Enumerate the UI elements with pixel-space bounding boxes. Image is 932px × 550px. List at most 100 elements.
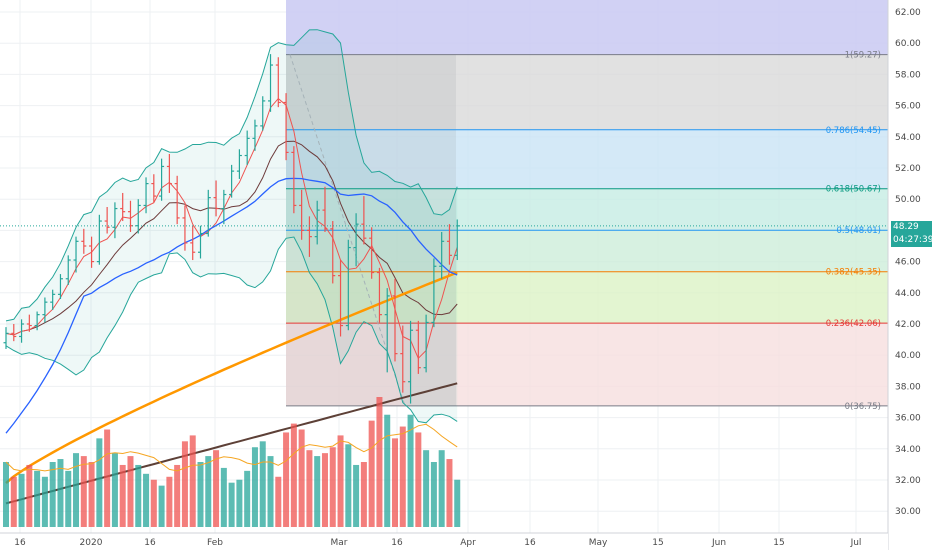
ohlc-bar xyxy=(65,255,71,285)
volume-bar xyxy=(267,456,274,527)
ohlc-bar xyxy=(244,130,250,165)
lower-band-line xyxy=(5,236,458,424)
volume-bar xyxy=(298,429,305,527)
ohlc-bar xyxy=(34,311,40,331)
ohlc-bar xyxy=(50,289,56,310)
fibonacci-retracement[interactable]: 1(59.27) 0.786(54.45) 0.618(50.67) 0.5(48.0… xyxy=(286,0,888,412)
ohlc-bar xyxy=(57,274,63,300)
ohlc-bar xyxy=(11,324,17,342)
ohlc-bar xyxy=(275,57,281,108)
price-tick-label: 58.00 xyxy=(895,70,921,80)
ohlc-bar xyxy=(400,325,406,393)
volume-bars xyxy=(3,397,461,527)
ohlc-bar xyxy=(415,320,421,374)
last-price-label: 48.29 xyxy=(891,221,932,234)
volume-bar xyxy=(205,456,212,527)
ohlc-bar xyxy=(283,93,289,161)
ohlc-bar xyxy=(353,213,359,267)
ohlc-bar xyxy=(291,146,297,214)
ohlc-bar xyxy=(198,225,203,259)
ohlc-bar xyxy=(81,228,87,254)
volume-bar xyxy=(18,473,25,527)
time-tick-label: Feb xyxy=(207,538,223,548)
volume-bar xyxy=(80,456,87,527)
time-axis-background xyxy=(0,533,888,550)
ohlc-bar xyxy=(26,314,32,332)
ohlc-bar xyxy=(205,189,211,237)
volume-bar xyxy=(251,447,258,527)
ohlc-bar xyxy=(120,192,126,222)
fib-level-label: 0.5(48.01) xyxy=(837,226,881,236)
volume-bar xyxy=(353,464,360,527)
time-axis[interactable]: 16 2020 16 Feb Mar 16 Apr 16 May 15 Jun 15 Jul xyxy=(0,532,888,550)
upper-band-line xyxy=(5,29,458,322)
volume-bar xyxy=(283,432,290,527)
price-tick-label: 32.00 xyxy=(895,476,921,486)
price-tick-label: 60.00 xyxy=(895,39,921,49)
ohlc-bar xyxy=(143,177,149,214)
volume-bar xyxy=(49,462,56,527)
ohlc-bar xyxy=(112,202,118,239)
ohlc-bar xyxy=(330,221,336,284)
volume-bar xyxy=(119,464,126,527)
price-axis-background xyxy=(888,0,932,550)
price-axis[interactable]: 30.00 32.00 34.00 36.00 38.00 40.00 42.00 44.00… xyxy=(887,0,932,550)
time-tick-label: Apr xyxy=(460,538,476,548)
ohlc-bar xyxy=(190,225,196,261)
volume-bar xyxy=(345,444,352,527)
ohlc-bar xyxy=(338,260,344,337)
volume-bar xyxy=(337,435,344,527)
volume-ma-line xyxy=(5,423,458,472)
price-tick-label: 42.00 xyxy=(895,320,921,330)
ohlc-bar xyxy=(19,319,25,343)
fib-zone-above xyxy=(286,0,888,55)
price-tick-label: 62.00 xyxy=(895,8,921,18)
volume-bar xyxy=(368,420,375,527)
ohlc-bar xyxy=(135,199,141,234)
fib-level-label: 0.786(54.45) xyxy=(826,126,881,136)
volume-bar xyxy=(10,476,17,527)
ohlc-bar xyxy=(252,119,258,151)
fib-level-label: 0.236(42.06) xyxy=(826,319,881,329)
volume-bar xyxy=(259,441,266,527)
volume-bar xyxy=(96,438,103,527)
volume-bar xyxy=(290,423,297,527)
ohlc-bar xyxy=(213,180,219,217)
ohlc-bar xyxy=(306,216,312,257)
volume-bar xyxy=(213,450,220,527)
price-tick-label: 46.00 xyxy=(895,258,921,268)
ma-50-line xyxy=(5,177,458,434)
volume-bar xyxy=(57,459,64,527)
volume-bar xyxy=(34,470,41,527)
volume-bar xyxy=(446,459,453,527)
ohlc-bar xyxy=(89,236,95,268)
fib-zone xyxy=(286,188,888,231)
fib-zone xyxy=(286,230,888,272)
ohlc-bar xyxy=(174,175,180,225)
volume-bar xyxy=(438,450,445,527)
price-tick-label: 38.00 xyxy=(895,382,921,392)
ohlc-bar xyxy=(345,239,351,331)
volume-bar xyxy=(26,464,33,527)
volume-bar xyxy=(236,479,243,527)
volume-bar xyxy=(111,453,118,527)
time-tick-label: May xyxy=(589,538,608,548)
volume-bar xyxy=(384,414,391,527)
middle-band-line xyxy=(5,140,458,336)
volume-bar xyxy=(430,462,437,527)
volume-bar xyxy=(321,453,328,527)
ohlc-bar xyxy=(73,236,79,273)
ohlc-bar xyxy=(439,231,445,279)
volume-bar xyxy=(228,482,235,527)
ohlc-bar xyxy=(392,278,398,362)
ohlc-bar xyxy=(361,196,367,245)
ohlc-bar xyxy=(314,200,320,245)
fib-zone xyxy=(286,323,888,406)
price-tick-label: 34.00 xyxy=(895,445,921,455)
fib-trend-line xyxy=(289,54,406,407)
volume-bar xyxy=(360,462,367,527)
ohlc-bar xyxy=(3,327,9,349)
ohlc-bar xyxy=(236,149,242,179)
volume-bar xyxy=(306,450,313,527)
